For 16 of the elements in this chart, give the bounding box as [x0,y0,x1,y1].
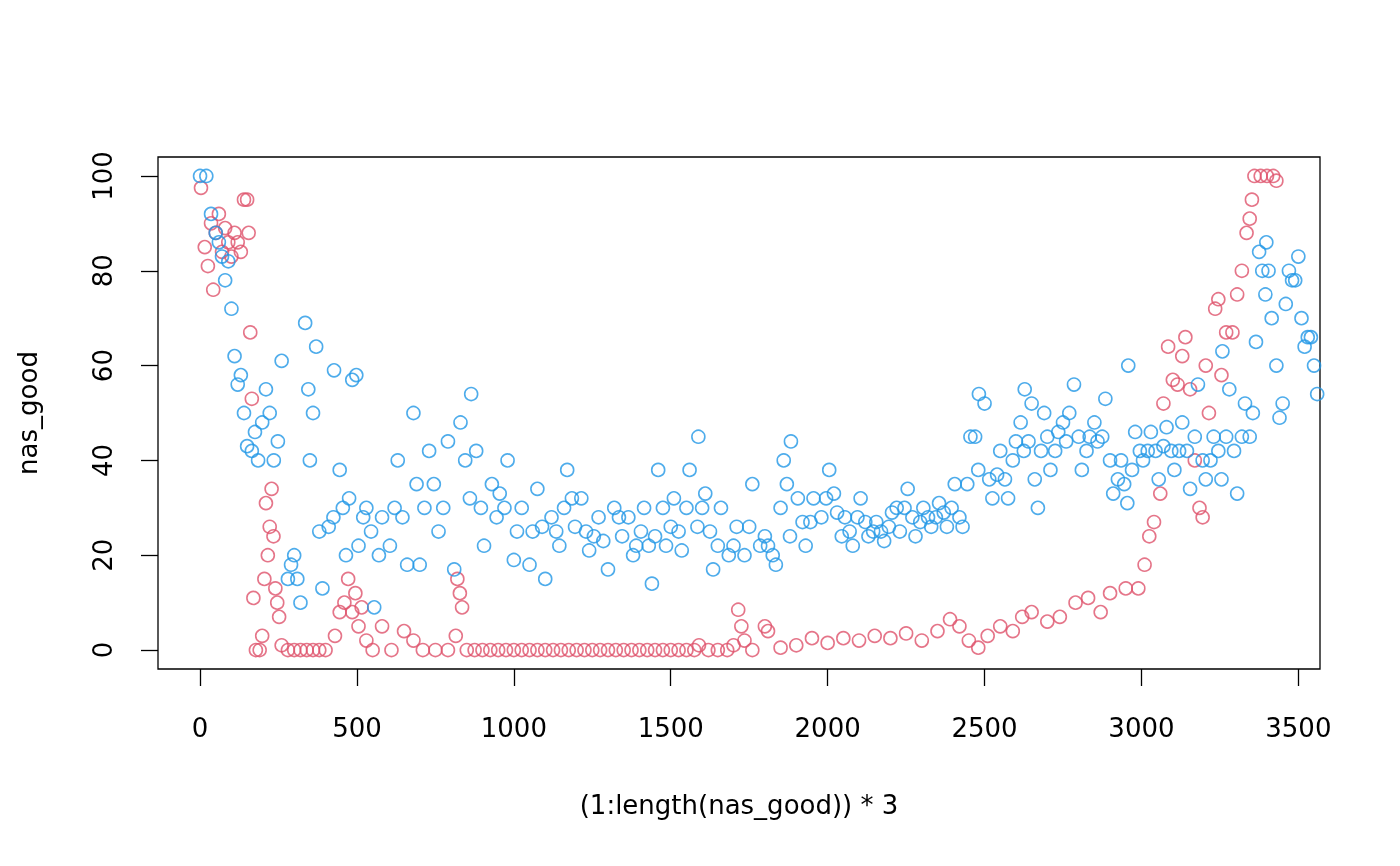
y-tick-label: 100 [88,151,118,201]
y-tick-label: 40 [88,443,118,477]
x-tick-label: 1500 [637,713,704,743]
y-tick-label: 80 [88,254,118,288]
x-tick-label: 1000 [480,713,547,743]
x-tick-label: 0 [191,713,209,743]
x-tick-label: 3000 [1108,713,1175,743]
y-tick-label: 20 [88,538,118,572]
y-axis-title: nas_good [13,351,43,475]
x-tick-label: 500 [332,713,382,743]
x-axis-title: (1:length(nas_good)) * 3 [579,790,899,820]
x-tick-label: 2000 [794,713,861,743]
y-tick-label: 60 [88,349,118,383]
y-tick-label: 0 [88,641,118,659]
x-tick-label: 3500 [1265,713,1332,743]
x-tick-label: 2500 [951,713,1018,743]
